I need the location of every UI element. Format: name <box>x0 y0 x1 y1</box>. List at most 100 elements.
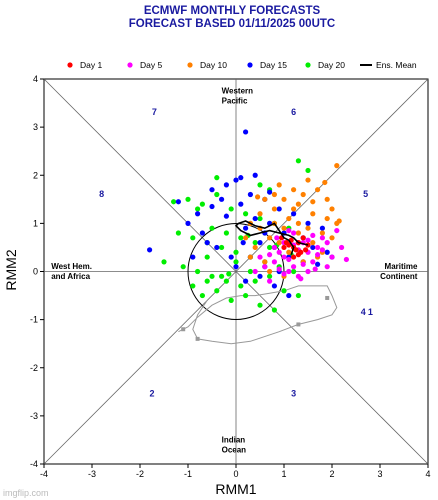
watermark-text: imgflip.com <box>3 488 49 498</box>
data-point <box>243 225 249 231</box>
data-point <box>240 240 246 246</box>
data-point <box>195 206 201 212</box>
data-point <box>315 187 321 193</box>
data-point <box>271 244 277 251</box>
gray-track-marker <box>181 327 186 332</box>
data-point <box>339 244 345 251</box>
data-point <box>209 225 215 231</box>
data-point <box>171 199 177 205</box>
data-point <box>286 249 292 255</box>
data-point <box>267 235 273 241</box>
x-tick-label: 4 <box>425 469 430 479</box>
data-point <box>185 220 191 226</box>
data-point <box>271 259 277 265</box>
data-point <box>305 167 311 174</box>
phase-label: 6 <box>291 107 296 117</box>
data-point <box>298 276 304 282</box>
x-tick-label: 1 <box>281 469 286 479</box>
x-tick-label: 0 <box>233 469 238 479</box>
data-point <box>219 196 225 202</box>
data-point <box>274 235 280 241</box>
y-tick-label: 2 <box>33 170 38 180</box>
region-label: West Hem. <box>51 262 92 271</box>
data-point <box>286 256 292 263</box>
region-label: Ocean <box>222 445 247 454</box>
data-point <box>281 288 287 294</box>
data-point <box>319 247 325 253</box>
frame-layer <box>43 78 429 465</box>
data-point <box>252 240 258 246</box>
data-point <box>180 264 186 270</box>
phase-label: 5 <box>363 189 368 199</box>
legend-label: Day 10 <box>200 60 227 70</box>
tick-labels: -4 -3 -2 -1 0 1 2 3 4 -4 -3 -2 -1 0 1 2 3 4 <box>30 74 431 479</box>
data-point <box>334 163 340 169</box>
x-tick-label: -2 <box>136 469 144 479</box>
legend-label: Day 5 <box>140 60 162 70</box>
data-point <box>257 182 263 188</box>
y-tick-label: -1 <box>30 315 38 325</box>
data-point <box>219 244 225 251</box>
data-point <box>281 271 287 277</box>
data-point <box>305 242 311 248</box>
data-point <box>295 292 301 299</box>
data-point <box>315 261 321 267</box>
data-point <box>243 292 249 299</box>
gray-track-marker <box>325 295 330 300</box>
data-point <box>223 230 229 236</box>
data-point <box>214 175 220 181</box>
data-point <box>267 273 273 279</box>
data-point <box>319 225 325 231</box>
gray-track-marker <box>195 336 200 341</box>
legend-marker <box>247 62 253 68</box>
legend-marker <box>187 62 193 68</box>
x-axis-label: RMM1 <box>215 481 256 497</box>
gray-track-line <box>178 285 338 345</box>
data-point <box>286 268 292 275</box>
series-day-1 <box>279 235 311 260</box>
data-point <box>319 230 325 236</box>
data-point <box>209 187 215 193</box>
data-point <box>204 240 210 246</box>
legend-marker <box>67 62 73 68</box>
data-point <box>310 232 316 239</box>
data-point <box>303 247 309 253</box>
data-point <box>305 225 311 231</box>
data-point <box>286 227 292 234</box>
data-point <box>267 244 273 251</box>
data-point <box>257 240 263 246</box>
data-point <box>281 225 287 231</box>
region-label: Continent <box>380 272 418 281</box>
x-tick-label: 3 <box>377 469 382 479</box>
region-label: Western <box>222 86 254 95</box>
data-point <box>291 254 297 260</box>
region-label: Indian <box>222 435 246 444</box>
data-point <box>276 266 282 272</box>
data-point <box>190 254 196 260</box>
data-point <box>276 240 282 246</box>
data-point <box>238 175 244 181</box>
x-tick-label: -1 <box>184 469 192 479</box>
data-point <box>295 158 301 164</box>
data-point <box>315 244 321 251</box>
data-point <box>247 254 253 260</box>
data-point <box>324 196 330 202</box>
data-point <box>228 206 234 212</box>
x-tick-label: -3 <box>88 469 96 479</box>
data-point <box>247 268 253 275</box>
data-point <box>223 182 229 188</box>
data-point <box>247 191 253 198</box>
data-point <box>209 203 215 210</box>
data-point <box>238 201 244 207</box>
data-point <box>243 278 249 284</box>
data-point <box>319 235 325 241</box>
data-point <box>281 196 287 202</box>
data-point <box>257 211 263 217</box>
data-point <box>238 235 244 241</box>
data-point <box>199 201 205 207</box>
phase-label: 8 <box>99 189 104 199</box>
data-point <box>223 213 229 219</box>
data-point <box>329 235 335 241</box>
data-point <box>195 268 201 275</box>
data-point <box>233 249 239 255</box>
